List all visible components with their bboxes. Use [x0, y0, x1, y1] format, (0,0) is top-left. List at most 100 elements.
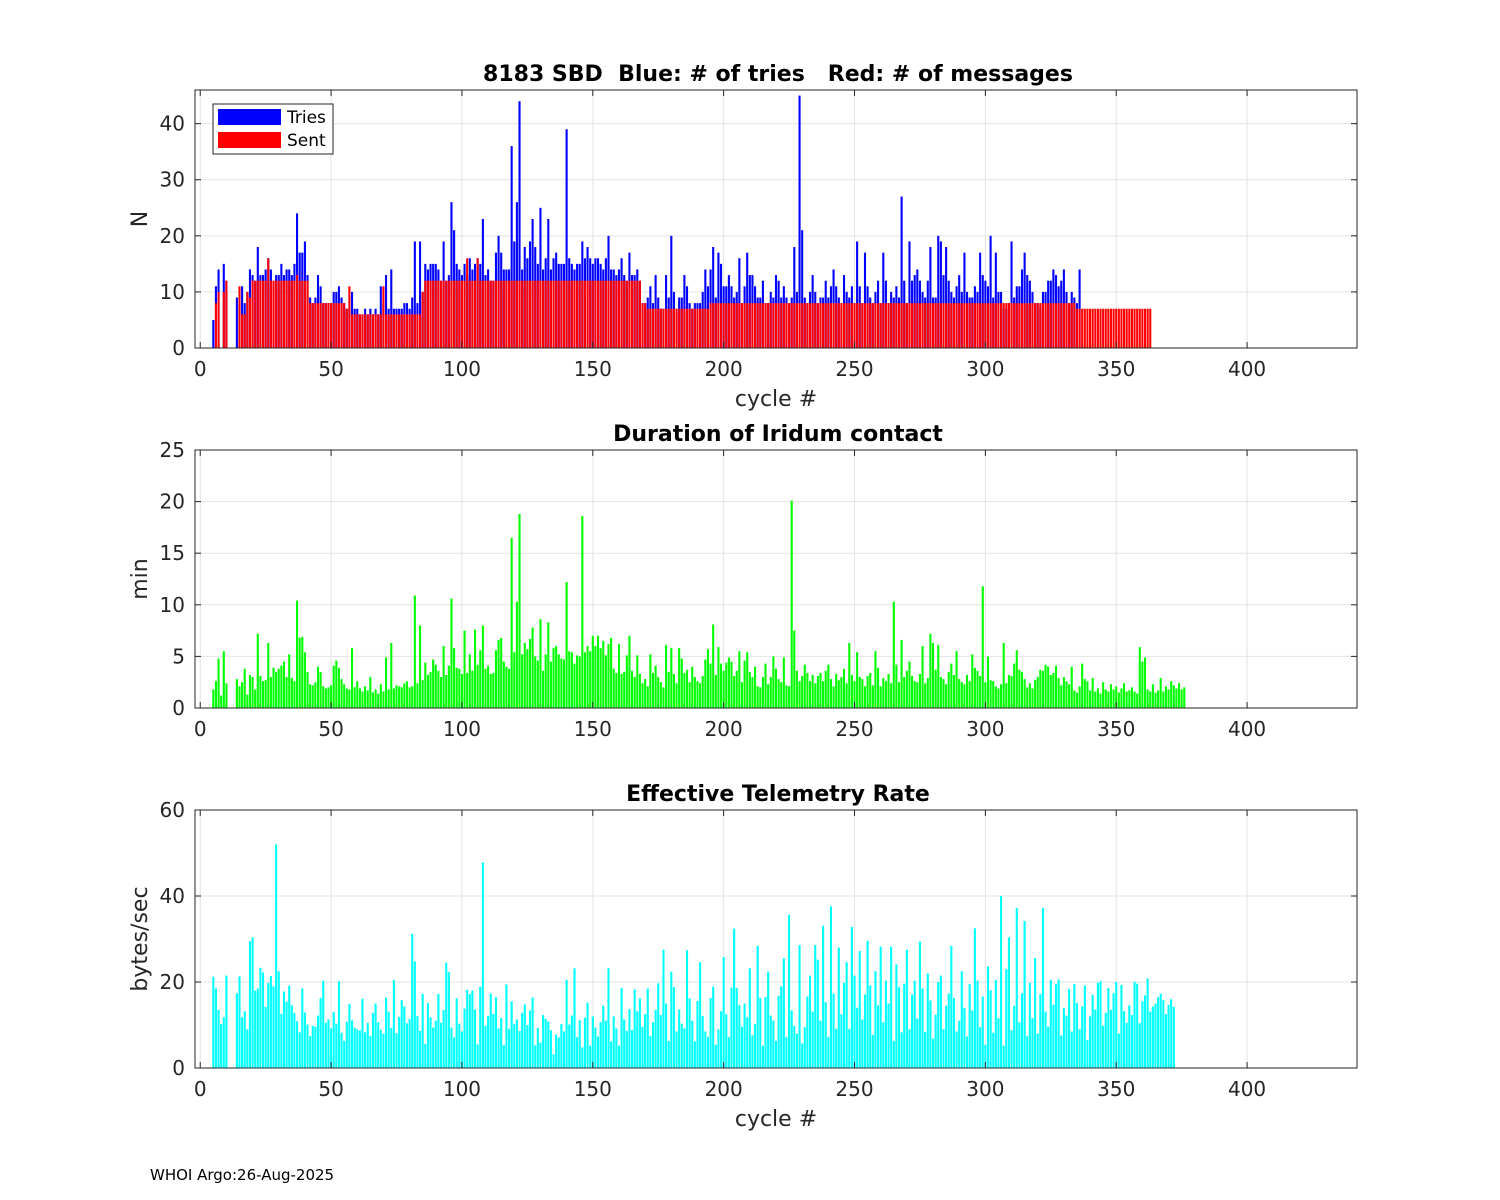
bar-duration — [848, 642, 851, 708]
bar-rate — [772, 1020, 775, 1068]
bar-sent — [285, 280, 288, 348]
bar-rate — [358, 1030, 361, 1068]
bar-sent — [434, 280, 437, 348]
bar-sent — [426, 280, 429, 348]
bar-rate — [638, 998, 641, 1068]
bar-sent — [576, 280, 579, 348]
bar-rate — [489, 993, 492, 1068]
bar-duration — [696, 681, 699, 708]
series-duration — [212, 500, 1186, 708]
bar-sent — [419, 314, 422, 348]
bar-sent — [793, 303, 796, 348]
bar-duration — [262, 681, 265, 708]
bar-sent — [929, 303, 932, 348]
bar-duration — [680, 658, 683, 708]
bar-duration — [479, 650, 482, 708]
bar-duration — [714, 674, 717, 708]
bar-sent — [1068, 303, 1071, 348]
y-tick-label: 20 — [160, 490, 185, 514]
bar-duration — [617, 644, 621, 708]
bar-rate — [408, 1018, 411, 1068]
bar-rate — [774, 1040, 778, 1068]
bar-duration — [581, 516, 584, 708]
bar-duration — [356, 681, 359, 708]
bar-rate — [1068, 988, 1071, 1068]
bar-rate — [214, 988, 217, 1068]
bar-tries — [882, 252, 885, 348]
bar-duration — [1073, 690, 1076, 708]
bar-rate — [547, 1021, 550, 1068]
bar-sent — [918, 303, 921, 348]
bar-duration — [1039, 669, 1042, 708]
bar-sent — [217, 291, 220, 348]
bar-duration — [594, 646, 597, 708]
bar-tries — [670, 235, 673, 348]
bar-sent — [874, 303, 877, 348]
bar-rate — [835, 1028, 838, 1068]
bar-duration — [560, 658, 563, 708]
bar-rate — [751, 1035, 754, 1068]
bar-rate — [356, 1029, 359, 1068]
bar-rate — [1096, 982, 1099, 1068]
bar-sent — [777, 303, 780, 348]
bar-rate — [790, 1010, 793, 1068]
bar-rate — [989, 990, 992, 1068]
bar-duration — [984, 682, 987, 708]
bar-sent — [1089, 308, 1092, 348]
bar-sent — [989, 303, 992, 348]
bar-duration — [1091, 678, 1094, 708]
bar-duration — [426, 674, 429, 708]
bar-sent — [492, 280, 495, 348]
bar-sent — [343, 303, 346, 348]
bar-sent — [1073, 303, 1076, 348]
bar-rate — [385, 997, 388, 1068]
bar-rate — [419, 1031, 422, 1068]
bar-duration — [1034, 680, 1037, 708]
bar-sent — [487, 280, 490, 348]
bar-rate — [714, 1044, 717, 1068]
bar-rate — [644, 1014, 647, 1068]
x-axis-label: cycle # — [735, 1107, 817, 1132]
bar-sent — [981, 303, 984, 348]
bar-rate — [476, 1044, 479, 1068]
bar-duration — [979, 676, 982, 708]
bar-sent — [432, 280, 435, 348]
bar-rate — [259, 967, 262, 1068]
bar-duration — [636, 655, 639, 708]
bar-duration — [662, 687, 665, 708]
bar-sent — [1041, 303, 1044, 348]
bar-rate — [510, 1001, 513, 1068]
bar-rate — [251, 937, 254, 1068]
bar-rate — [392, 979, 395, 1068]
bar-duration — [625, 655, 628, 708]
y-tick-label: 15 — [160, 541, 185, 565]
bar-sent — [788, 303, 791, 348]
bar-rate — [845, 962, 848, 1068]
bar-duration — [701, 676, 704, 708]
bar-rate — [450, 1027, 453, 1068]
bar-sent — [1023, 303, 1026, 348]
bar-sent — [850, 303, 853, 348]
bar-duration — [1070, 666, 1073, 708]
bar-rate — [1109, 1009, 1113, 1068]
bar-rate — [1172, 1006, 1175, 1068]
bar-sent — [1091, 308, 1094, 348]
bar-rate — [447, 972, 450, 1068]
bar-duration — [311, 685, 314, 708]
bar-sent — [309, 303, 312, 348]
bar-duration — [748, 671, 751, 708]
bar-sent — [895, 303, 898, 348]
bar-sent — [714, 303, 717, 348]
bar-sent — [513, 280, 516, 348]
bar-duration — [238, 686, 241, 708]
bar-sent — [549, 280, 552, 348]
bar-sent — [738, 303, 741, 348]
bar-sent — [534, 280, 537, 348]
bar-sent — [1010, 303, 1013, 348]
bar-duration — [1180, 689, 1183, 708]
bar-rate — [1070, 1031, 1073, 1068]
bar-rate — [303, 1012, 306, 1068]
bar-rate — [947, 993, 950, 1068]
bar-duration — [670, 648, 673, 708]
bar-rate — [1123, 1011, 1126, 1068]
